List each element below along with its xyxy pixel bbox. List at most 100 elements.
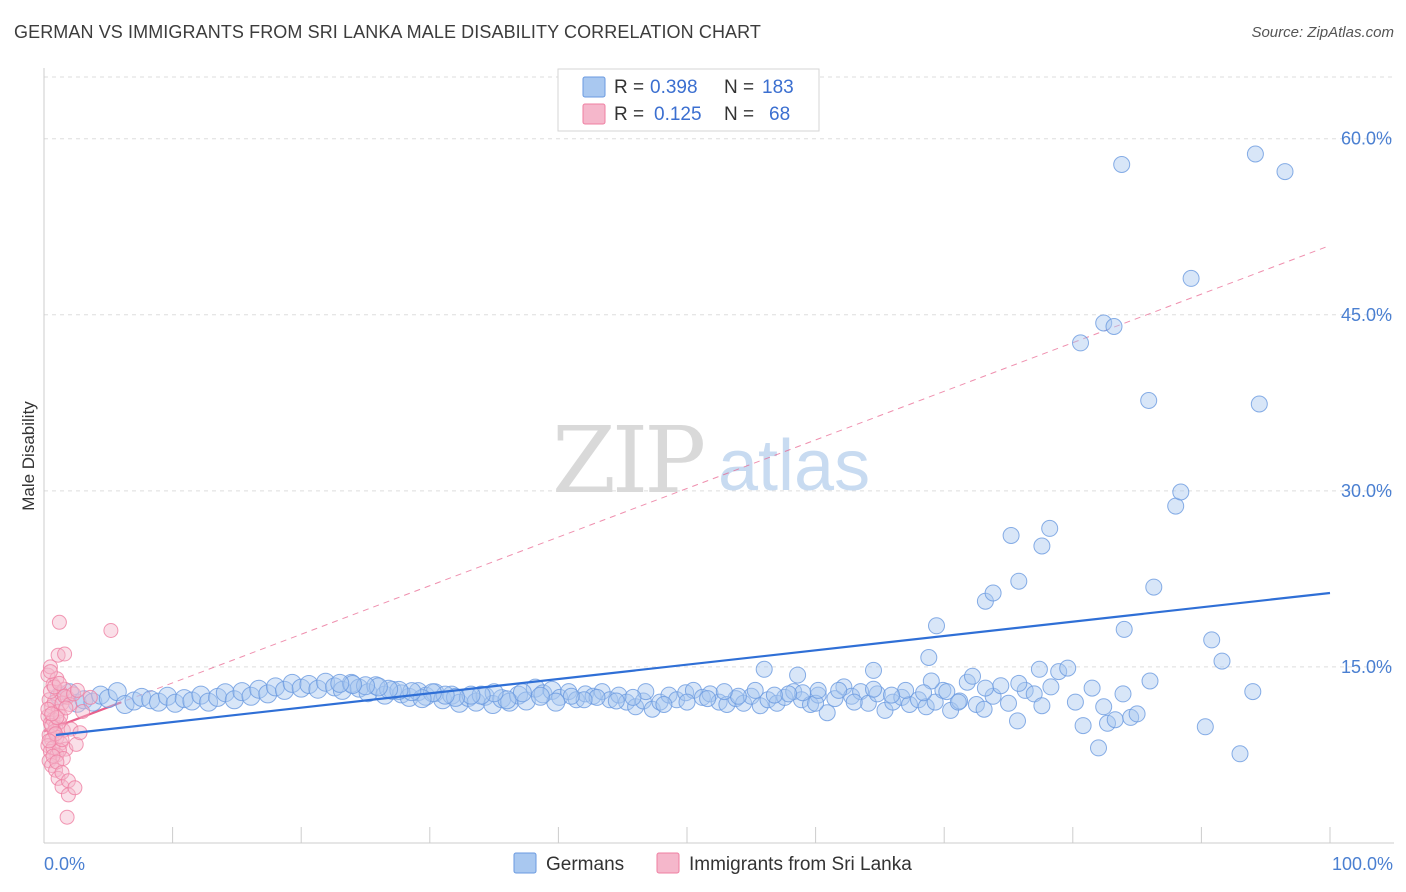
legend-swatch-germans [582, 76, 606, 98]
point-germans-138 [883, 686, 900, 704]
trendline-germans-group [55, 591, 1331, 737]
point-germans-155 [588, 688, 606, 706]
point-germans-143 [794, 684, 812, 702]
y-tick-label-0: 15.0% [1341, 657, 1392, 677]
point-germans-170 [389, 680, 409, 700]
point-sri-lanka-56 [42, 664, 58, 680]
legend-n-value-1: 183 [762, 77, 794, 98]
watermark-atlas: atlas [718, 426, 870, 506]
point-germans-175 [330, 673, 350, 693]
watermark: ZIP atlas [552, 407, 870, 514]
point-germans-141 [830, 681, 848, 699]
point-germans-180 [1072, 334, 1089, 352]
point-germans-157 [562, 687, 580, 705]
point-sri-lanka-50 [41, 733, 57, 749]
point-sri-lanka-49 [68, 736, 84, 752]
point-germans-24 [249, 679, 269, 699]
point-germans-201 [1141, 672, 1159, 690]
point-germans-127 [1106, 711, 1124, 729]
point-germans-74 [668, 691, 686, 709]
point-germans-191 [1145, 578, 1163, 596]
point-sri-lanka-61 [75, 704, 91, 719]
point-germans-12 [149, 692, 168, 712]
point-germans-159 [530, 686, 550, 706]
legend-swatch-sri-lanka [582, 103, 606, 125]
point-germans-200 [1196, 718, 1214, 736]
point-germans-198 [1213, 652, 1231, 670]
legend-box: R = 0.398 N = 183 R = 0.125 N = 68 [557, 68, 820, 132]
point-germans-104 [917, 698, 935, 716]
point-germans-137 [897, 681, 915, 699]
point-germans-15 [174, 689, 194, 709]
point-germans-197 [1244, 683, 1262, 701]
point-sri-lanka-42 [69, 682, 85, 698]
point-germans-182 [1105, 318, 1123, 335]
point-germans-17 [191, 685, 211, 705]
point-germans-140 [845, 693, 863, 711]
point-germans-135 [922, 672, 940, 690]
point-germans-93 [826, 690, 844, 708]
point-germans-117 [1025, 685, 1043, 703]
point-germans-179 [1182, 269, 1200, 287]
legend-r-value-1: 0.398 [650, 77, 698, 98]
point-germans-115 [1009, 712, 1026, 730]
point-germans-142 [807, 694, 825, 712]
point-germans-206 [865, 661, 882, 679]
point-germans-178 [1276, 163, 1294, 181]
point-germans-183 [1140, 392, 1158, 409]
point-germans-28 [282, 673, 302, 693]
bottom-legend-swatch-germans [513, 852, 537, 874]
point-germans-181 [1095, 314, 1113, 332]
point-germans-32 [316, 672, 336, 692]
axes [43, 68, 1394, 844]
point-germans-102 [901, 696, 918, 713]
point-sri-lanka-58 [57, 646, 73, 662]
point-germans-16 [182, 691, 202, 711]
watermark-zip: ZIP [552, 407, 703, 514]
point-germans-207 [809, 681, 827, 699]
point-germans-149 [699, 690, 717, 708]
point-germans-147 [729, 687, 747, 705]
point-germans-27 [275, 680, 294, 700]
point-sri-lanka-39 [57, 688, 73, 704]
point-sri-lanka-38 [51, 675, 67, 691]
point-germans-118 [1033, 697, 1051, 715]
point-germans-13 [158, 686, 177, 706]
point-sri-lanka-60 [103, 623, 119, 638]
point-germans-111 [975, 700, 993, 718]
point-sri-lanka-55 [67, 780, 83, 796]
point-germans-23 [241, 686, 261, 706]
point-germans-196 [1203, 631, 1221, 649]
trendline-sri-lanka-group [43, 245, 1331, 733]
point-germans-125 [1090, 739, 1107, 757]
point-germans-148 [715, 683, 733, 701]
point-germans-185 [1167, 497, 1185, 515]
legend-r-value-2: 0.125 [654, 104, 702, 125]
point-germans-146 [746, 681, 764, 699]
point-germans-121 [1059, 659, 1077, 677]
trendline-sri-lanka [43, 245, 1331, 732]
point-germans-96 [852, 683, 870, 701]
y-tick-labels: 15.0% 30.0% 45.0% 60.0% [1341, 129, 1392, 677]
point-germans-164 [461, 685, 481, 705]
point-sri-lanka-1 [42, 659, 58, 675]
series-sri-lanka [40, 614, 119, 825]
point-germans-120 [1050, 663, 1068, 681]
point-germans-114 [1000, 694, 1017, 712]
legend-r-label-1: R = [614, 77, 644, 98]
point-germans-154 [607, 692, 625, 710]
point-germans-123 [1074, 717, 1092, 735]
point-germans-156 [575, 691, 593, 709]
point-germans-153 [624, 688, 642, 706]
point-sri-lanka-66 [44, 706, 60, 722]
point-germans-92 [818, 704, 836, 722]
legend-n-label-2: N = [724, 104, 754, 125]
point-germans-108 [951, 692, 969, 710]
point-germans-124 [1083, 679, 1101, 697]
series-germans [49, 145, 1294, 763]
point-germans-100 [884, 693, 902, 711]
point-sri-lanka-59 [51, 614, 67, 630]
point-germans-31 [308, 679, 328, 699]
legend-r-label-2: R = [614, 104, 644, 125]
